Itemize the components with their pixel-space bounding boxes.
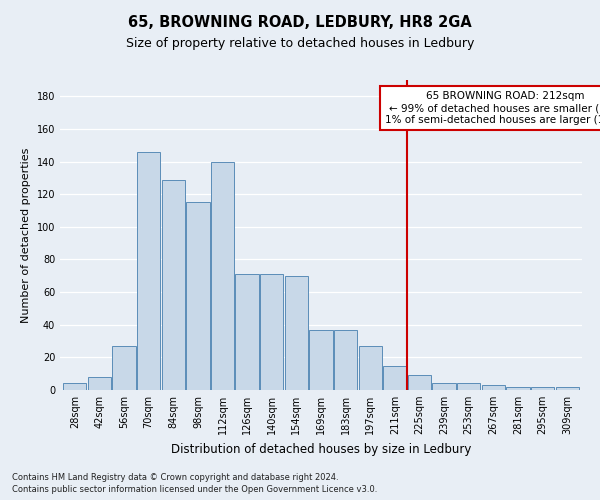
- Bar: [457, 384, 481, 390]
- Bar: [482, 385, 505, 390]
- Text: Size of property relative to detached houses in Ledbury: Size of property relative to detached ho…: [126, 38, 474, 51]
- Text: 65, BROWNING ROAD, LEDBURY, HR8 2GA: 65, BROWNING ROAD, LEDBURY, HR8 2GA: [128, 15, 472, 30]
- Bar: [531, 386, 554, 390]
- Bar: [161, 180, 185, 390]
- Bar: [137, 152, 160, 390]
- Bar: [433, 384, 456, 390]
- Bar: [359, 346, 382, 390]
- Bar: [310, 330, 332, 390]
- Bar: [88, 377, 111, 390]
- Bar: [383, 366, 407, 390]
- X-axis label: Distribution of detached houses by size in Ledbury: Distribution of detached houses by size …: [171, 442, 471, 456]
- Bar: [408, 376, 431, 390]
- Bar: [506, 386, 530, 390]
- Text: Contains public sector information licensed under the Open Government Licence v3: Contains public sector information licen…: [12, 485, 377, 494]
- Text: 65 BROWNING ROAD: 212sqm
← 99% of detached houses are smaller (792)
1% of semi-d: 65 BROWNING ROAD: 212sqm ← 99% of detach…: [385, 92, 600, 124]
- Text: Contains HM Land Registry data © Crown copyright and database right 2024.: Contains HM Land Registry data © Crown c…: [12, 472, 338, 482]
- Y-axis label: Number of detached properties: Number of detached properties: [21, 148, 31, 322]
- Bar: [186, 202, 209, 390]
- Bar: [556, 386, 579, 390]
- Bar: [63, 384, 86, 390]
- Bar: [260, 274, 283, 390]
- Bar: [112, 346, 136, 390]
- Bar: [235, 274, 259, 390]
- Bar: [284, 276, 308, 390]
- Bar: [211, 162, 234, 390]
- Bar: [334, 330, 358, 390]
